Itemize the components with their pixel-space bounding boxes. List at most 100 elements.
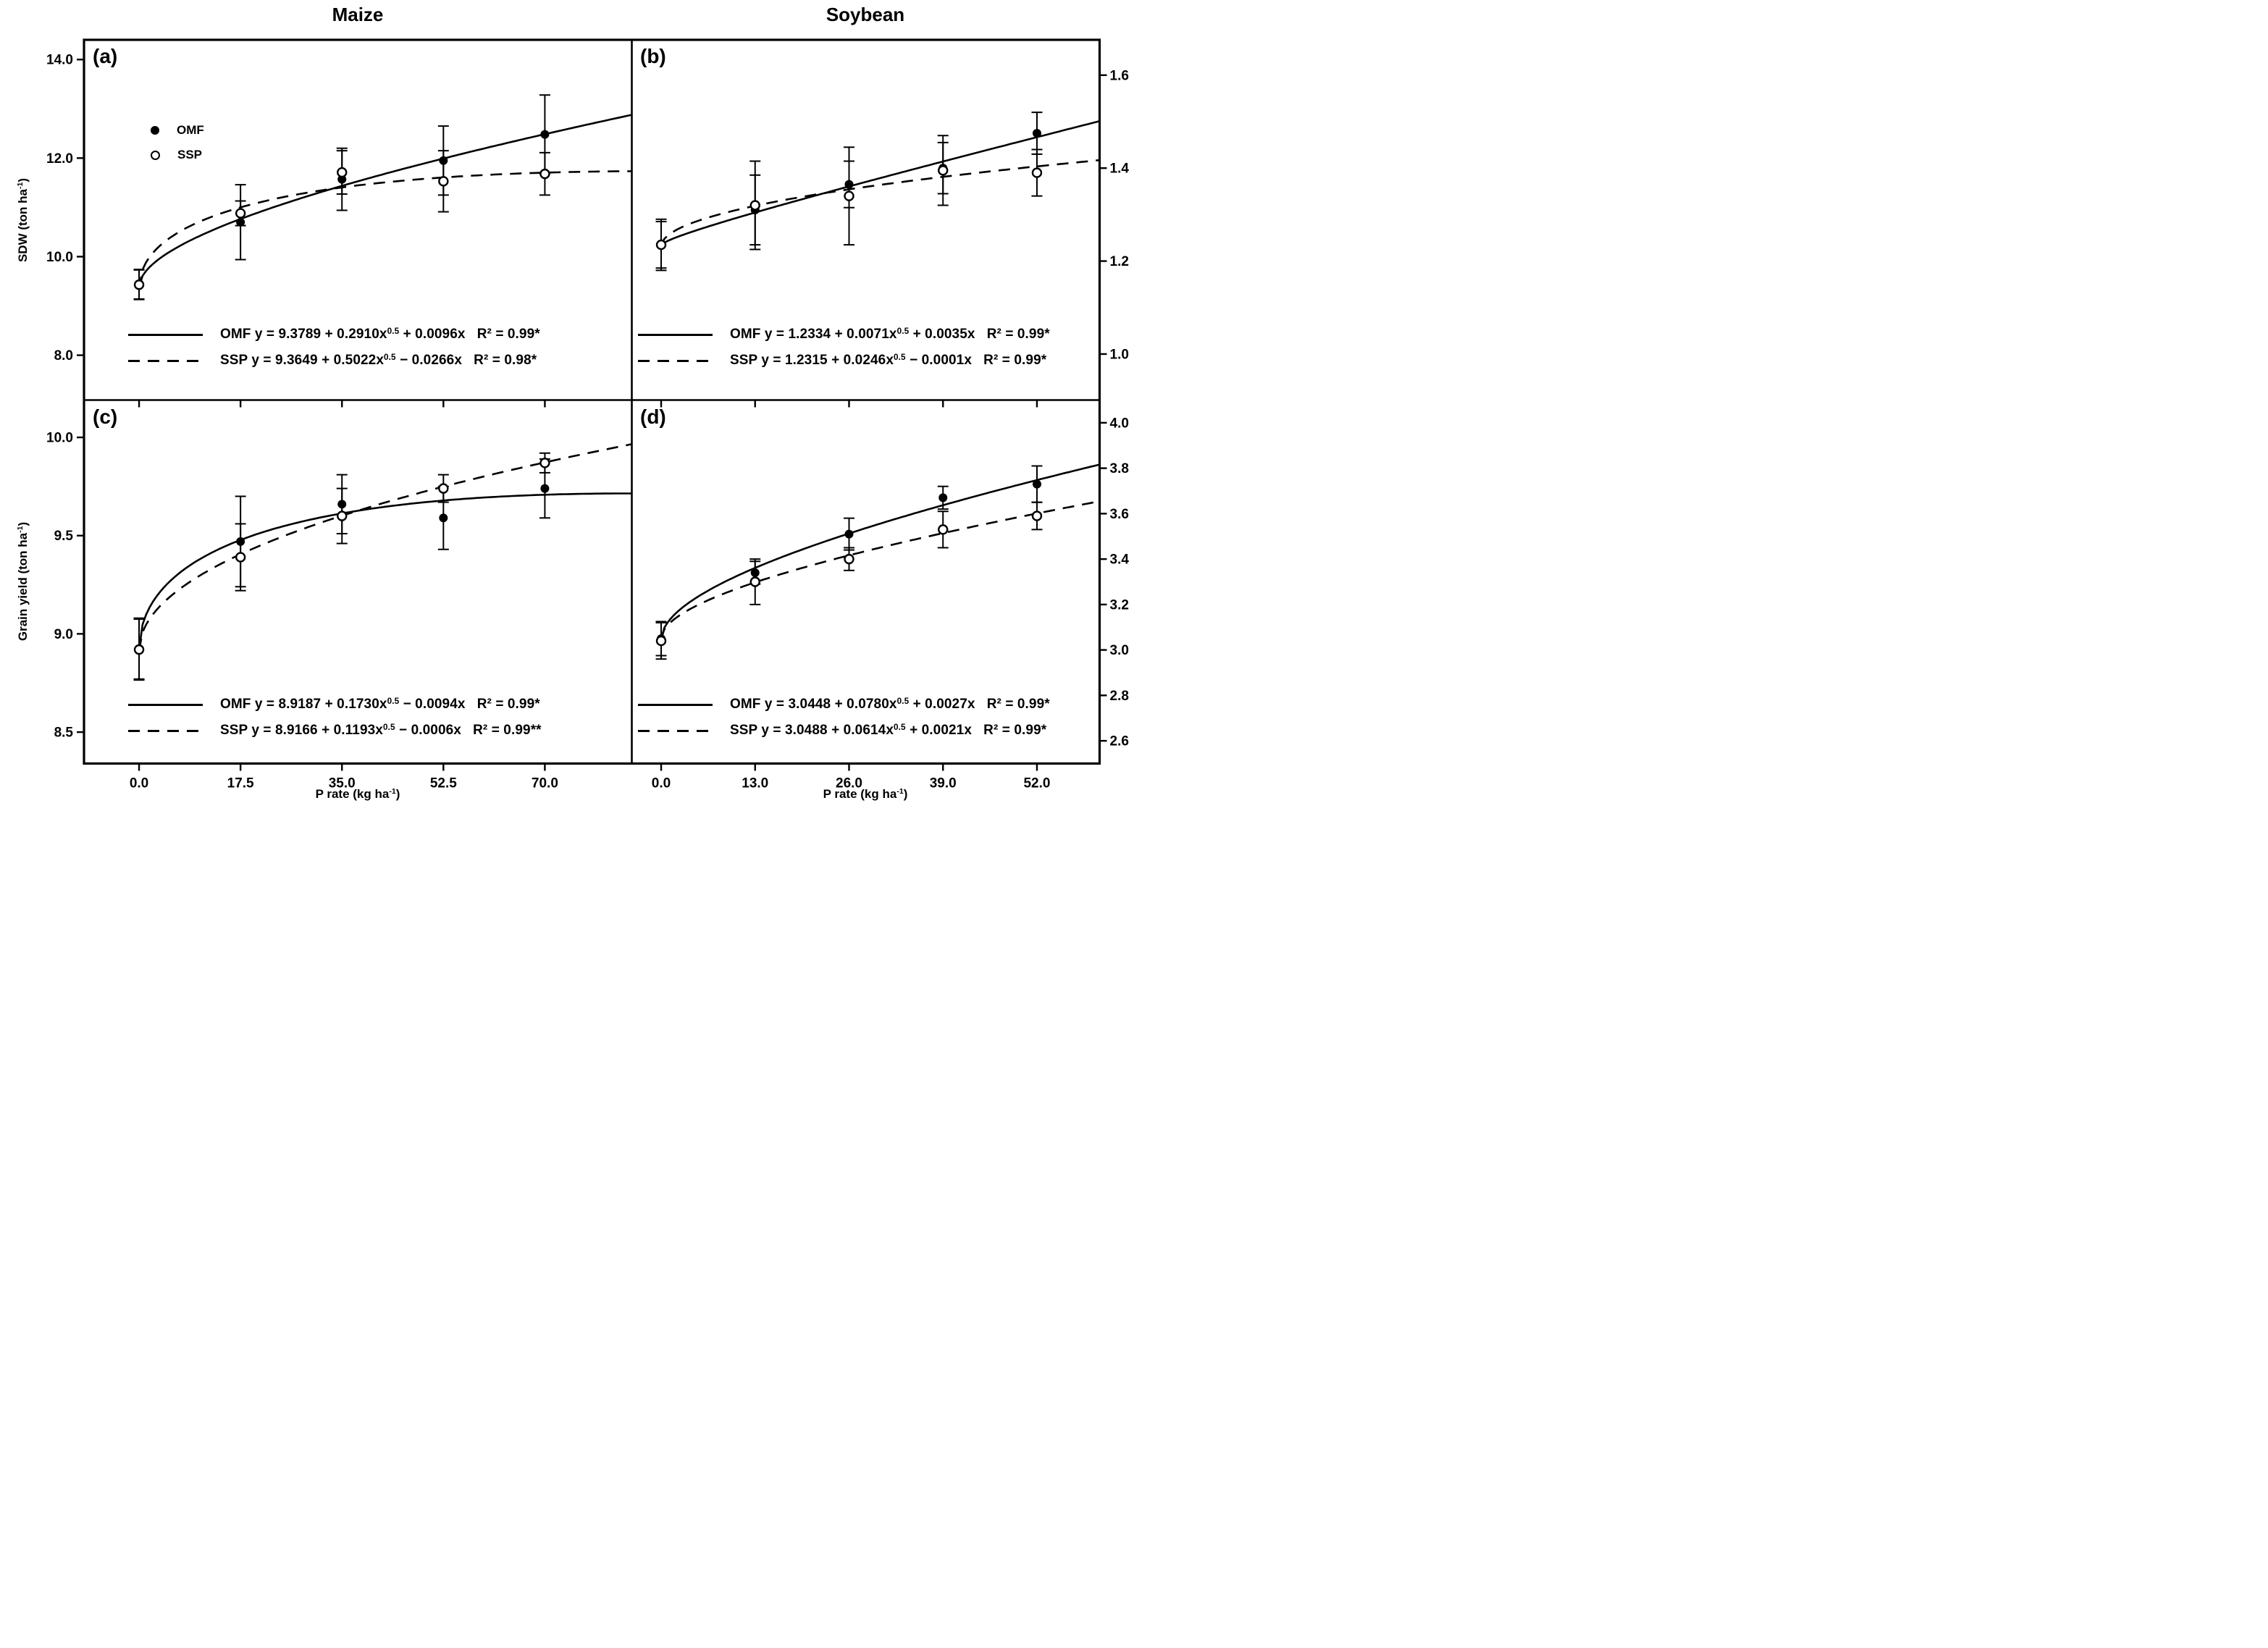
panel-label-b: (b)	[640, 45, 666, 67]
eq-post: + 0.0027x R² = 0.99*	[909, 697, 1050, 712]
equation-b-omf-text: OMF y = 1.2334 + 0.0071x0.5 + 0.0035x R²…	[730, 327, 1050, 342]
x-tick-label: 70.0	[532, 776, 558, 791]
eq-sup: 0.5	[382, 722, 395, 732]
x-axis-label-left-close: )	[395, 787, 400, 801]
omf-data-point	[540, 130, 550, 139]
open-circle-icon	[151, 150, 160, 160]
omf-data-point	[750, 568, 760, 577]
y-axis-label-gy-text: Grain yield (ton ha	[16, 532, 30, 642]
ssp-error-bars	[655, 135, 1043, 272]
ssp-points	[655, 165, 1043, 251]
y-axis-label-sdw-close: )	[16, 177, 30, 182]
eq-pre: OMF y = 8.9187 + 0.1730x	[220, 697, 387, 712]
eq-sup: 0.5	[896, 326, 910, 336]
eq-pre: SSP y = 3.0488 + 0.0614x	[730, 723, 894, 738]
y-tick-label: 2.8	[1110, 689, 1129, 704]
ssp-data-point	[749, 200, 760, 211]
eq-pre: OMF y = 9.3789 + 0.2910x	[220, 327, 387, 342]
four-panel-figure: 14.0 12.0 10.0 8.0 1.6 1.4 1.2 1.0 10.0 9.5 9.0 8.5…	[0, 0, 1134, 824]
y-ticks: 1.6 1.4 1.2 1.0	[1099, 68, 1130, 362]
omf-data-point	[236, 217, 245, 227]
y-tick-label: 9.5	[54, 529, 74, 544]
x-tick-label: 35.0	[329, 776, 356, 791]
ssp-fit-curve	[660, 159, 1100, 247]
legend-item-omf: OMF	[151, 120, 204, 140]
y-tick-label: 1.4	[1110, 161, 1130, 177]
y-tick-label: 3.2	[1110, 597, 1129, 613]
omf-data-point	[1032, 129, 1041, 138]
y-tick-label: 8.0	[54, 348, 73, 363]
y-tick-label: 2.6	[1110, 734, 1129, 749]
panel-c: 10.0 9.5 9.0 8.5 0.0 17.5 35.0 52.5 70.0	[46, 431, 632, 791]
x-tick-label: 26.0	[836, 776, 862, 791]
equation-b-omf: OMF y = 1.2334 + 0.0071x0.5 + 0.0035x R²…	[638, 326, 1050, 343]
solid-line-icon	[638, 333, 713, 336]
legend-item-ssp: SSP	[151, 145, 204, 165]
ssp-data-point	[133, 644, 145, 655]
legend-label-ssp: SSP	[177, 148, 203, 161]
y-axis-label-grain-yield: Grain yield (ton ha-1)	[16, 522, 30, 641]
dashed-line-icon	[638, 729, 713, 732]
x-tick-label: 0.0	[130, 776, 148, 791]
y-tick-label: 9.0	[54, 627, 73, 642]
eq-sup: 0.5	[387, 696, 400, 706]
x-tick-label: 52.0	[1023, 776, 1050, 791]
ssp-data-point	[337, 510, 348, 521]
omf-data-point	[1032, 479, 1041, 489]
ssp-data-point	[938, 165, 949, 176]
equation-a-omf-text: OMF y = 9.3789 + 0.2910x0.5 + 0.0096x R²…	[220, 327, 540, 342]
y-tick-label: 3.8	[1110, 461, 1129, 476]
omf-data-point	[439, 156, 448, 165]
x-tick-label: 0.0	[652, 776, 671, 791]
equation-a-ssp-text: SSP y = 9.3649 + 0.5022x0.5 − 0.0266x R²…	[220, 353, 537, 369]
ssp-data-point	[655, 239, 667, 251]
equation-c-omf: OMF y = 8.9187 + 0.1730x0.5 − 0.0094x R²…	[128, 696, 540, 713]
y-tick-label: 1.0	[1110, 347, 1129, 362]
eq-sup: 0.5	[384, 352, 396, 362]
panel-label-c: (c)	[93, 405, 118, 428]
equation-d-omf: OMF y = 3.0448 + 0.0780x0.5 + 0.0027x R²…	[638, 696, 1050, 713]
solid-line-icon	[128, 703, 203, 706]
solid-line-icon	[638, 703, 713, 706]
equation-d-ssp-text: SSP y = 3.0488 + 0.0614x0.5 + 0.0021x R²…	[730, 723, 1046, 739]
equation-c-ssp-text: SSP y = 8.9166 + 0.1193x0.5 − 0.0006x R²…	[220, 723, 542, 739]
ssp-data-point	[1031, 167, 1043, 178]
equation-a-ssp: SSP y = 9.3649 + 0.5022x0.5 − 0.0266x R²…	[128, 352, 537, 369]
x-axis-label-left: P rate (kg ha-1)	[316, 787, 400, 802]
x-tick-label: 39.0	[930, 776, 957, 791]
ssp-data-point	[438, 483, 449, 494]
omf-fit-curve	[138, 114, 632, 288]
dashed-line-icon	[638, 359, 713, 362]
plot-frame	[83, 38, 1101, 765]
omf-data-point	[439, 513, 448, 523]
y-axis-label-gy-sup: -1	[16, 526, 25, 533]
x-axis-label-right-sup: -1	[896, 787, 904, 796]
y-tick-label: 8.5	[54, 726, 74, 741]
ssp-fit-curve	[660, 500, 1100, 639]
ssp-data-point	[749, 576, 760, 587]
eq-post: − 0.0006x R² = 0.99**	[395, 723, 542, 738]
x-axis-label-right-close: )	[903, 787, 908, 801]
eq-post: + 0.0096x R² = 0.99*	[399, 327, 540, 342]
x-ticks: 0.0 17.5 35.0 52.5 70.0	[130, 763, 558, 791]
y-axis-label-sdw-sup: -1	[16, 182, 25, 189]
x-tick-label: 13.0	[742, 776, 768, 791]
ssp-points	[133, 458, 550, 655]
x-axis-label-left-sup: -1	[389, 787, 396, 796]
ssp-data-point	[133, 279, 145, 290]
equation-b-ssp-text: SSP y = 1.2315 + 0.0246x0.5 − 0.0001x R²…	[730, 353, 1046, 369]
ssp-data-point	[235, 552, 246, 563]
panel-label-d: (d)	[640, 405, 666, 428]
eq-pre: OMF y = 3.0448 + 0.0780x	[730, 697, 897, 712]
y-tick-label: 14.0	[46, 53, 73, 68]
y-tick-label: 3.0	[1110, 643, 1129, 658]
ssp-data-point	[539, 458, 550, 468]
eq-sup: 0.5	[387, 326, 400, 336]
panel-a: 14.0 12.0 10.0 8.0	[46, 53, 632, 408]
omf-fit-curve	[660, 463, 1100, 640]
equation-c-omf-text: OMF y = 8.9187 + 0.1730x0.5 − 0.0094x R²…	[220, 697, 540, 712]
x-axis-label-right-text: P rate (kg ha	[823, 787, 897, 801]
eq-post: − 0.0094x R² = 0.99*	[399, 697, 540, 712]
ssp-fit-curve	[138, 443, 632, 651]
y-tick-label: 1.6	[1110, 68, 1129, 83]
